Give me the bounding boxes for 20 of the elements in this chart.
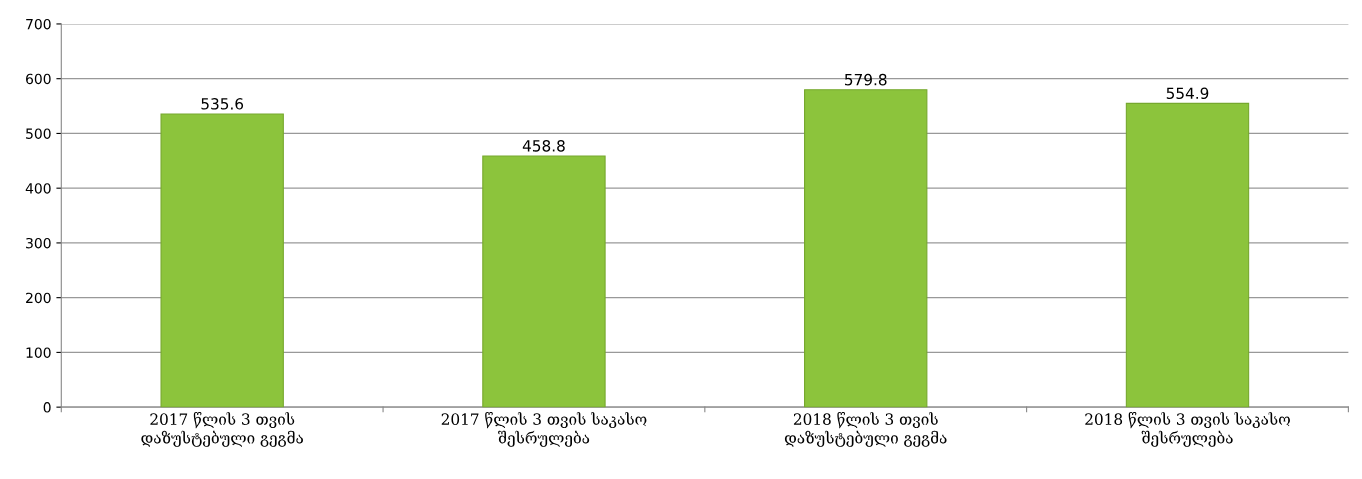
y-tick-label: 700: [26, 18, 51, 30]
bar: [804, 89, 928, 408]
x-tick-label: 2017 წლის 3 თვის საკასო შესრულება: [441, 412, 647, 447]
y-tick-label: 300: [26, 237, 51, 249]
data-label: 535.6: [201, 98, 244, 110]
bar: [482, 155, 606, 408]
x-tick-label: 2018 წლის 3 თვის საკასო შესრულება: [1085, 412, 1290, 447]
y-tick-label: 400: [25, 183, 51, 194]
y-tick-label: 500: [26, 128, 51, 139]
y-tick-label: 100: [26, 347, 51, 358]
x-tick-label: 2017 წლის 3 თვის დაზუსტებული გეგმა: [141, 412, 303, 447]
y-tick-label: 200: [26, 292, 51, 304]
y-tick-label: 600: [26, 73, 51, 85]
data-label: 579.8: [845, 73, 887, 86]
data-label: 554.9: [1166, 87, 1209, 100]
data-label: 458.8: [522, 140, 565, 152]
bar: [160, 113, 284, 408]
bar: [1125, 102, 1250, 408]
x-tick-label: 2018 წლის 3 თვის დაზუსტებული გეგმა: [784, 412, 947, 447]
y-tick-label: 0: [43, 402, 51, 413]
